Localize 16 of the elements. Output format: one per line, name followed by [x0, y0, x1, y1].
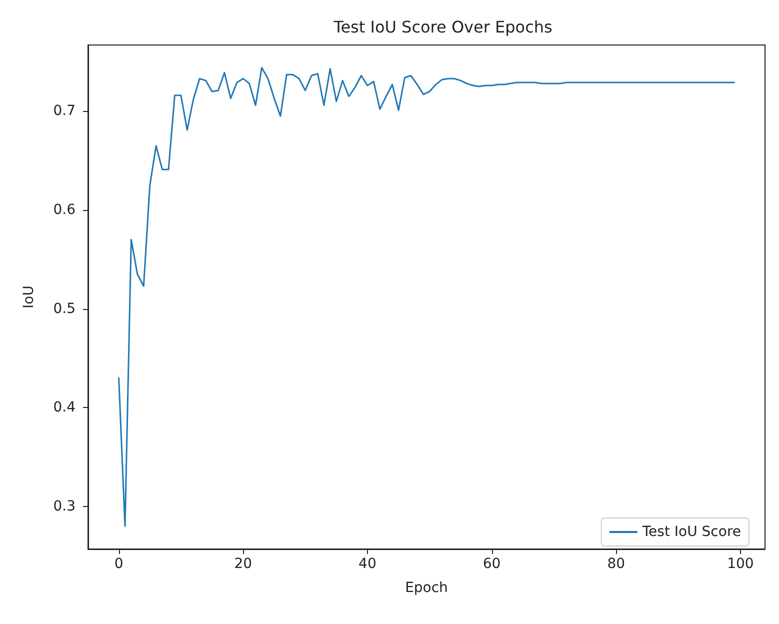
- x-tick-label: 40: [354, 556, 381, 572]
- legend-label: Test IoU Score: [641, 524, 742, 540]
- y-tick-label: 0.3: [48, 498, 80, 515]
- x-tick-label: 20: [230, 556, 256, 572]
- x-tick-label: 60: [478, 556, 506, 572]
- x-tick-label: 100: [722, 556, 758, 572]
- line-series: [118, 66, 735, 528]
- y-tick-label: 0.7: [48, 103, 80, 120]
- y-tick-label: 0.5: [48, 300, 80, 317]
- y-tick-label: 0.4: [48, 400, 80, 416]
- x-tick-label: 0: [110, 556, 128, 572]
- chart-title: Test IoU Score Over Epochs: [332, 18, 552, 36]
- y-tick-label: 0.6: [48, 202, 80, 218]
- x-tick-label: 80: [602, 556, 630, 572]
- x-axis-title: Epoch: [405, 580, 448, 596]
- y-axis-title: IoU: [21, 286, 37, 308]
